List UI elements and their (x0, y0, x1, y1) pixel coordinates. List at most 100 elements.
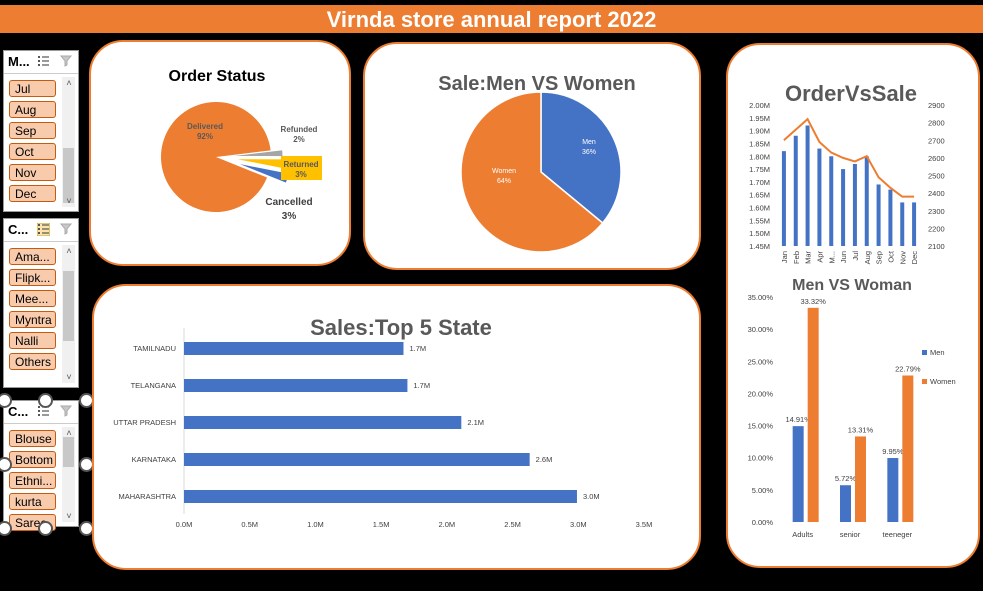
pie-label-refunded: Refunded (281, 125, 318, 134)
scroll-up-icon[interactable]: ˄ (66, 246, 72, 256)
y-tick-label: 20.00% (748, 389, 774, 398)
slicer-title: C... (8, 404, 29, 419)
clear-filter-icon[interactable] (60, 55, 72, 67)
scroll-down-icon[interactable]: ˅ (66, 196, 72, 206)
multi-select-icon[interactable] (37, 223, 50, 236)
slicer-item-oct[interactable]: Oct (9, 143, 56, 160)
x-tick-label: 2.0M (439, 520, 456, 529)
slicer-item-ethni[interactable]: Ethni... (9, 472, 56, 489)
slicer-scroll-thumb[interactable] (63, 148, 74, 203)
slicer-item-kurta[interactable]: kurta (9, 493, 56, 510)
selection-handle[interactable] (38, 393, 53, 408)
slicer-item-mee[interactable]: Mee... (9, 290, 56, 307)
scroll-up-icon[interactable]: ˄ (66, 78, 72, 88)
y-left-tick-label: 1.60M (749, 204, 770, 213)
slicer-scroll-thumb[interactable] (63, 437, 74, 467)
x-tick-label: Jan (780, 251, 789, 263)
selection-handle[interactable] (0, 457, 12, 472)
x-tick-label: 0.0M (176, 520, 193, 529)
legend-label-men: Men (930, 348, 945, 357)
scroll-up-icon[interactable]: ˄ (66, 428, 72, 438)
data-label-karnataka: 2.6M (536, 455, 553, 464)
y-right-tick-label: 2200 (928, 224, 945, 233)
y-left-tick-label: 1.75M (749, 165, 770, 174)
x-tick-label: Aug (863, 251, 872, 264)
legend-swatch-men (922, 350, 927, 355)
chart-title: Sales:Top 5 State (310, 315, 492, 340)
y-tick-label: 35.00% (748, 293, 774, 302)
data-label-women-senior: 13.31% (848, 425, 874, 434)
pie-pct-men: 36% (582, 149, 596, 156)
slicer-title: M... (8, 54, 30, 69)
bar-jul (852, 163, 857, 246)
pie-pct-returned: 3% (295, 170, 307, 179)
category-label-karnataka: KARNATAKA (132, 455, 176, 464)
slicer-item-blouse[interactable]: Blouse (9, 430, 56, 447)
slicer-item-others[interactable]: Others (9, 353, 56, 370)
bar-men-senior (840, 485, 851, 522)
bar-men-teeneger (887, 458, 899, 522)
y-right-tick-label: 2900 (928, 101, 945, 110)
x-tick-label: 1.0M (307, 520, 324, 529)
pie-slice-men (540, 91, 622, 225)
men-vs-woman-chart: Men VS Woman 35.00% 30.00% 25.00% 20.00% 15.0… (748, 277, 956, 539)
category-label-maharashtra: MAHARASHTRA (118, 492, 176, 501)
scroll-down-icon[interactable]: ˅ (66, 372, 72, 382)
pie-slice-women (460, 91, 604, 253)
pie-label-cancelled: Cancelled (265, 197, 312, 208)
bar-aug (864, 156, 869, 246)
slicer-header: M... (4, 51, 78, 74)
x-tick-label: Apr (815, 250, 824, 262)
selection-handle[interactable] (0, 521, 12, 536)
bar-tamilnadu (184, 342, 404, 355)
x-tick-label: 1.5M (373, 520, 390, 529)
y-left-tick-label: 1.55M (749, 216, 770, 225)
chart-title: Men VS Woman (792, 277, 912, 294)
y-left-tick-label: 2.00M (749, 101, 770, 110)
bar-jan (781, 151, 786, 246)
slicer-item-flipk[interactable]: Flipk... (9, 269, 56, 286)
slicer-item-jul[interactable]: Jul (9, 80, 56, 97)
slicer-item-bottom[interactable]: Bottom (9, 451, 56, 468)
slicer-scrollbar[interactable]: ˄ ˅ (62, 77, 75, 207)
bar-sep (876, 184, 881, 246)
slicer-item-nov[interactable]: Nov (9, 164, 56, 181)
slicer-item-ama[interactable]: Ama... (9, 248, 56, 265)
bar-jun (841, 169, 846, 246)
data-label-telangana: 1.7M (413, 381, 430, 390)
slicer-scrollbar[interactable]: ˄ ˅ (62, 245, 75, 383)
slicer-scroll-thumb[interactable] (63, 271, 74, 341)
selection-handle[interactable] (0, 393, 12, 408)
clear-filter-icon[interactable] (60, 223, 72, 235)
multi-select-icon[interactable] (37, 55, 50, 68)
chart-title: Sale:Men VS Women (438, 73, 635, 95)
slicer-item-nalli[interactable]: Nalli (9, 332, 56, 349)
men-vs-women-card: Sale:Men VS Women Men 36% Women 64% (363, 42, 701, 270)
pie-label-women: Women (492, 168, 516, 175)
men-vs-women-chart: Sale:Men VS Women Men 36% Women 64% (438, 73, 636, 253)
slicer-2: C... Ama... Flipk... Mee... Myntra Nalli Other… (3, 218, 79, 388)
bar-mar (805, 125, 810, 246)
pie-pct-refunded: 2% (293, 135, 305, 144)
bar-women-teeneger (902, 375, 914, 522)
slicer-item-myntra[interactable]: Myntra (9, 311, 56, 328)
x-tick-label: Oct (886, 250, 895, 263)
category-label-telangana: TELANGANA (131, 381, 176, 390)
y-left-tick-label: 1.80M (749, 152, 770, 161)
slicer-item-aug[interactable]: Aug (9, 101, 56, 118)
x-tick-label: 0.5M (241, 520, 258, 529)
slicer-item-sep[interactable]: Sep (9, 122, 56, 139)
bar-dec (912, 202, 917, 246)
selection-handle[interactable] (38, 521, 53, 536)
y-right-tick-label: 2700 (928, 136, 945, 145)
data-label-men-teeneger: 9.95% (882, 447, 904, 456)
x-tick-label: Nov (898, 251, 907, 265)
slicer-item-dec[interactable]: Dec (9, 185, 56, 202)
bar-m (829, 156, 834, 246)
y-right-tick-label: 2300 (928, 207, 945, 216)
scroll-down-icon[interactable]: ˅ (66, 511, 72, 521)
x-tick-label: Jul (851, 251, 860, 261)
clear-filter-icon[interactable] (60, 405, 72, 417)
x-tick-label: M... (827, 251, 836, 264)
slicer-scrollbar[interactable]: ˄ ˅ (62, 427, 75, 522)
